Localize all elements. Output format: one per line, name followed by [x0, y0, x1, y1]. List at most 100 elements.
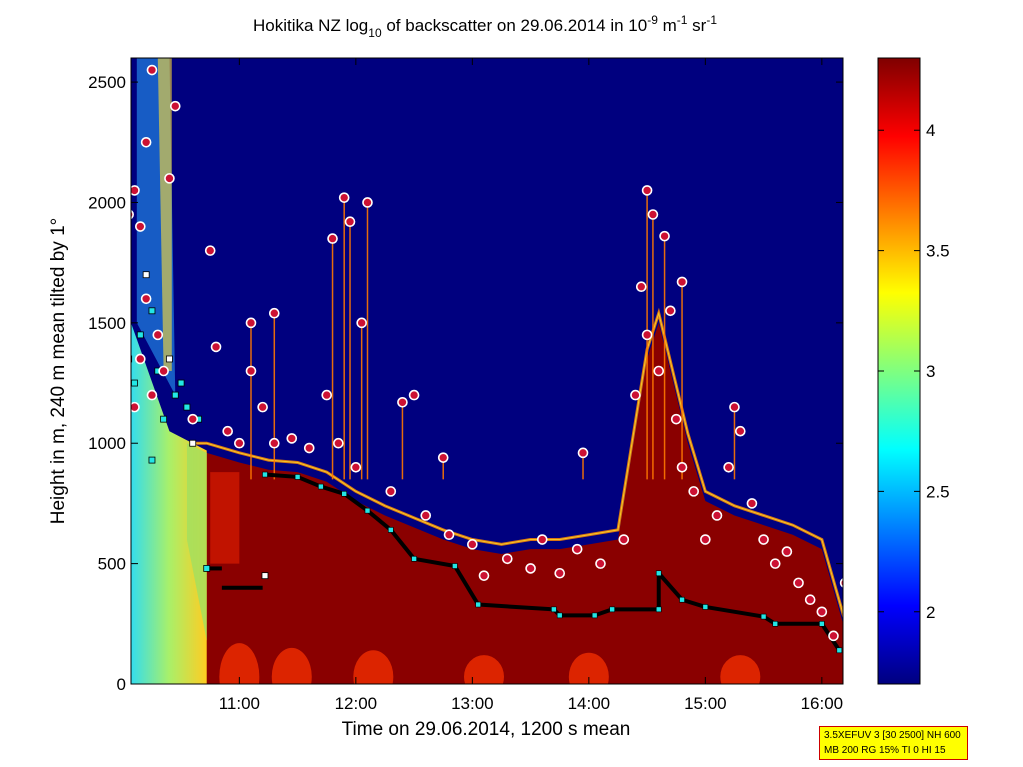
square-marker-16: [261, 572, 269, 580]
cloud-marker-36: [571, 543, 583, 555]
mlh-segment-3: [320, 484, 345, 496]
square-marker-10: [177, 379, 185, 387]
cloud-markers: [131, 64, 843, 642]
mlh-square-9: [551, 606, 557, 613]
cloud-marker-24: [333, 437, 344, 449]
mlh-square-20: [836, 647, 843, 654]
mid-red-patch: [210, 472, 240, 564]
surface-band-3: [464, 655, 504, 684]
x-tick-label-1: 12:00: [335, 694, 378, 713]
spike-marker-3: [356, 317, 367, 329]
x-tick-label-0: 11:00: [219, 694, 260, 713]
square-marker-9: [171, 391, 179, 399]
surface-band-2: [353, 650, 394, 684]
spike-marker-5: [397, 396, 408, 408]
mlh-segment-2: [296, 475, 322, 489]
cloud-marker-56: [804, 594, 816, 606]
cloud-marker-14: [204, 245, 216, 256]
cloud-marker-21: [286, 433, 298, 444]
plot-area: [120, 58, 843, 684]
square-marker-8: [166, 355, 173, 363]
mlh-square-15: [679, 596, 685, 603]
cb-tick-label-1: 2.5: [926, 482, 950, 501]
mlh-segment-15: [657, 571, 684, 602]
surface-band-4: [568, 652, 609, 684]
cloud-marker-37: [595, 558, 606, 569]
cloud-marker-20: [268, 437, 280, 449]
cloud-marker-13: [187, 413, 199, 425]
cloud-marker-0: [131, 209, 134, 220]
cloud-marker-58: [828, 630, 839, 642]
plot-frame: [130, 57, 844, 685]
mlh-square-3: [341, 490, 347, 497]
cloud-marker-25: [350, 462, 362, 473]
mlh-square-13: [655, 606, 662, 613]
spike-marker-8: [641, 185, 653, 196]
spike-marker-4: [327, 233, 338, 244]
square-marker-11: [183, 403, 191, 411]
cloud-marker-12: [169, 100, 181, 112]
cloud-marker-7: [135, 353, 146, 365]
spike-marker-2: [362, 197, 373, 208]
spike-marker-13: [577, 447, 589, 459]
mlh-square-16: [702, 604, 709, 610]
cloud-marker-27: [408, 389, 420, 401]
spike-marker-9: [647, 209, 659, 220]
mlh-square-0: [262, 471, 268, 478]
square-marker-0: [120, 493, 126, 499]
mlh-square-5: [387, 527, 394, 533]
cloud-marker-35: [554, 567, 566, 579]
y-tick-label-2: 1000: [88, 434, 126, 453]
mlh-segment-17: [705, 604, 764, 619]
cloud-marker-55: [793, 577, 804, 589]
cloud-marker-33: [525, 563, 536, 574]
cloud-marker-52: [758, 534, 769, 545]
cloud-marker-39: [630, 389, 641, 401]
cloud-marker-41: [641, 329, 653, 341]
cb-tick-label-3: 3.5: [926, 242, 950, 261]
x-tick-label-3: 14:00: [568, 694, 611, 713]
surface-band-1: [271, 647, 312, 684]
cloud-marker-23: [321, 389, 333, 401]
square-marker-12: [189, 439, 197, 447]
layer-fringe-outer: [131, 311, 843, 616]
cloud-marker-6: [152, 329, 164, 341]
y-tick-label-3: 1500: [88, 314, 126, 333]
y-axis: 0 500 1000 1500 2000 2500: [88, 73, 843, 694]
mlh-square-7: [452, 563, 458, 569]
colorbar-ticks: 2 2.5 3 3.5 4: [878, 121, 950, 622]
cloud-spikes: [250, 190, 736, 480]
mlh-square-12: [609, 606, 615, 613]
cloud-marker-4: [146, 64, 158, 76]
cb-tick-label-0: 2: [926, 603, 935, 622]
x-tick-label-4: 15:00: [684, 694, 727, 713]
mlh-square-10: [556, 612, 563, 619]
cloud-marker-59: [839, 578, 843, 588]
cloud-marker-47: [700, 534, 711, 545]
square-marker-5: [148, 307, 156, 315]
mlh-square-2: [318, 483, 324, 490]
cloud-marker-16: [222, 425, 233, 437]
cb-tick-label-2: 3: [926, 362, 935, 381]
mlh-square-19: [819, 621, 825, 627]
cloud-marker-5: [140, 293, 152, 305]
square-marker-7: [160, 415, 168, 423]
spike-marker-0: [338, 192, 350, 203]
mlh-square-17: [760, 613, 767, 620]
left-plume-core: [157, 58, 172, 371]
x-tick-label-2: 13:00: [451, 694, 494, 713]
cloud-marker-18: [245, 365, 257, 377]
cloud-marker-43: [665, 305, 676, 317]
transition-zone: [186, 443, 207, 641]
cloud-marker-42: [653, 365, 665, 377]
x-axis-label: Time on 29.06.2014, 1200 s mean: [342, 719, 631, 740]
cloud-marker-54: [781, 546, 793, 557]
square-markers: [120, 271, 843, 654]
mlh-segment-8: [453, 564, 480, 606]
mlh-segment-1: [264, 472, 298, 479]
mlh-segment-9: [478, 602, 555, 612]
cloud-marker-48: [711, 510, 723, 521]
y-tick-label-1: 500: [98, 555, 126, 574]
cloud-marker-34: [536, 534, 548, 545]
square-marker-2: [131, 379, 138, 387]
